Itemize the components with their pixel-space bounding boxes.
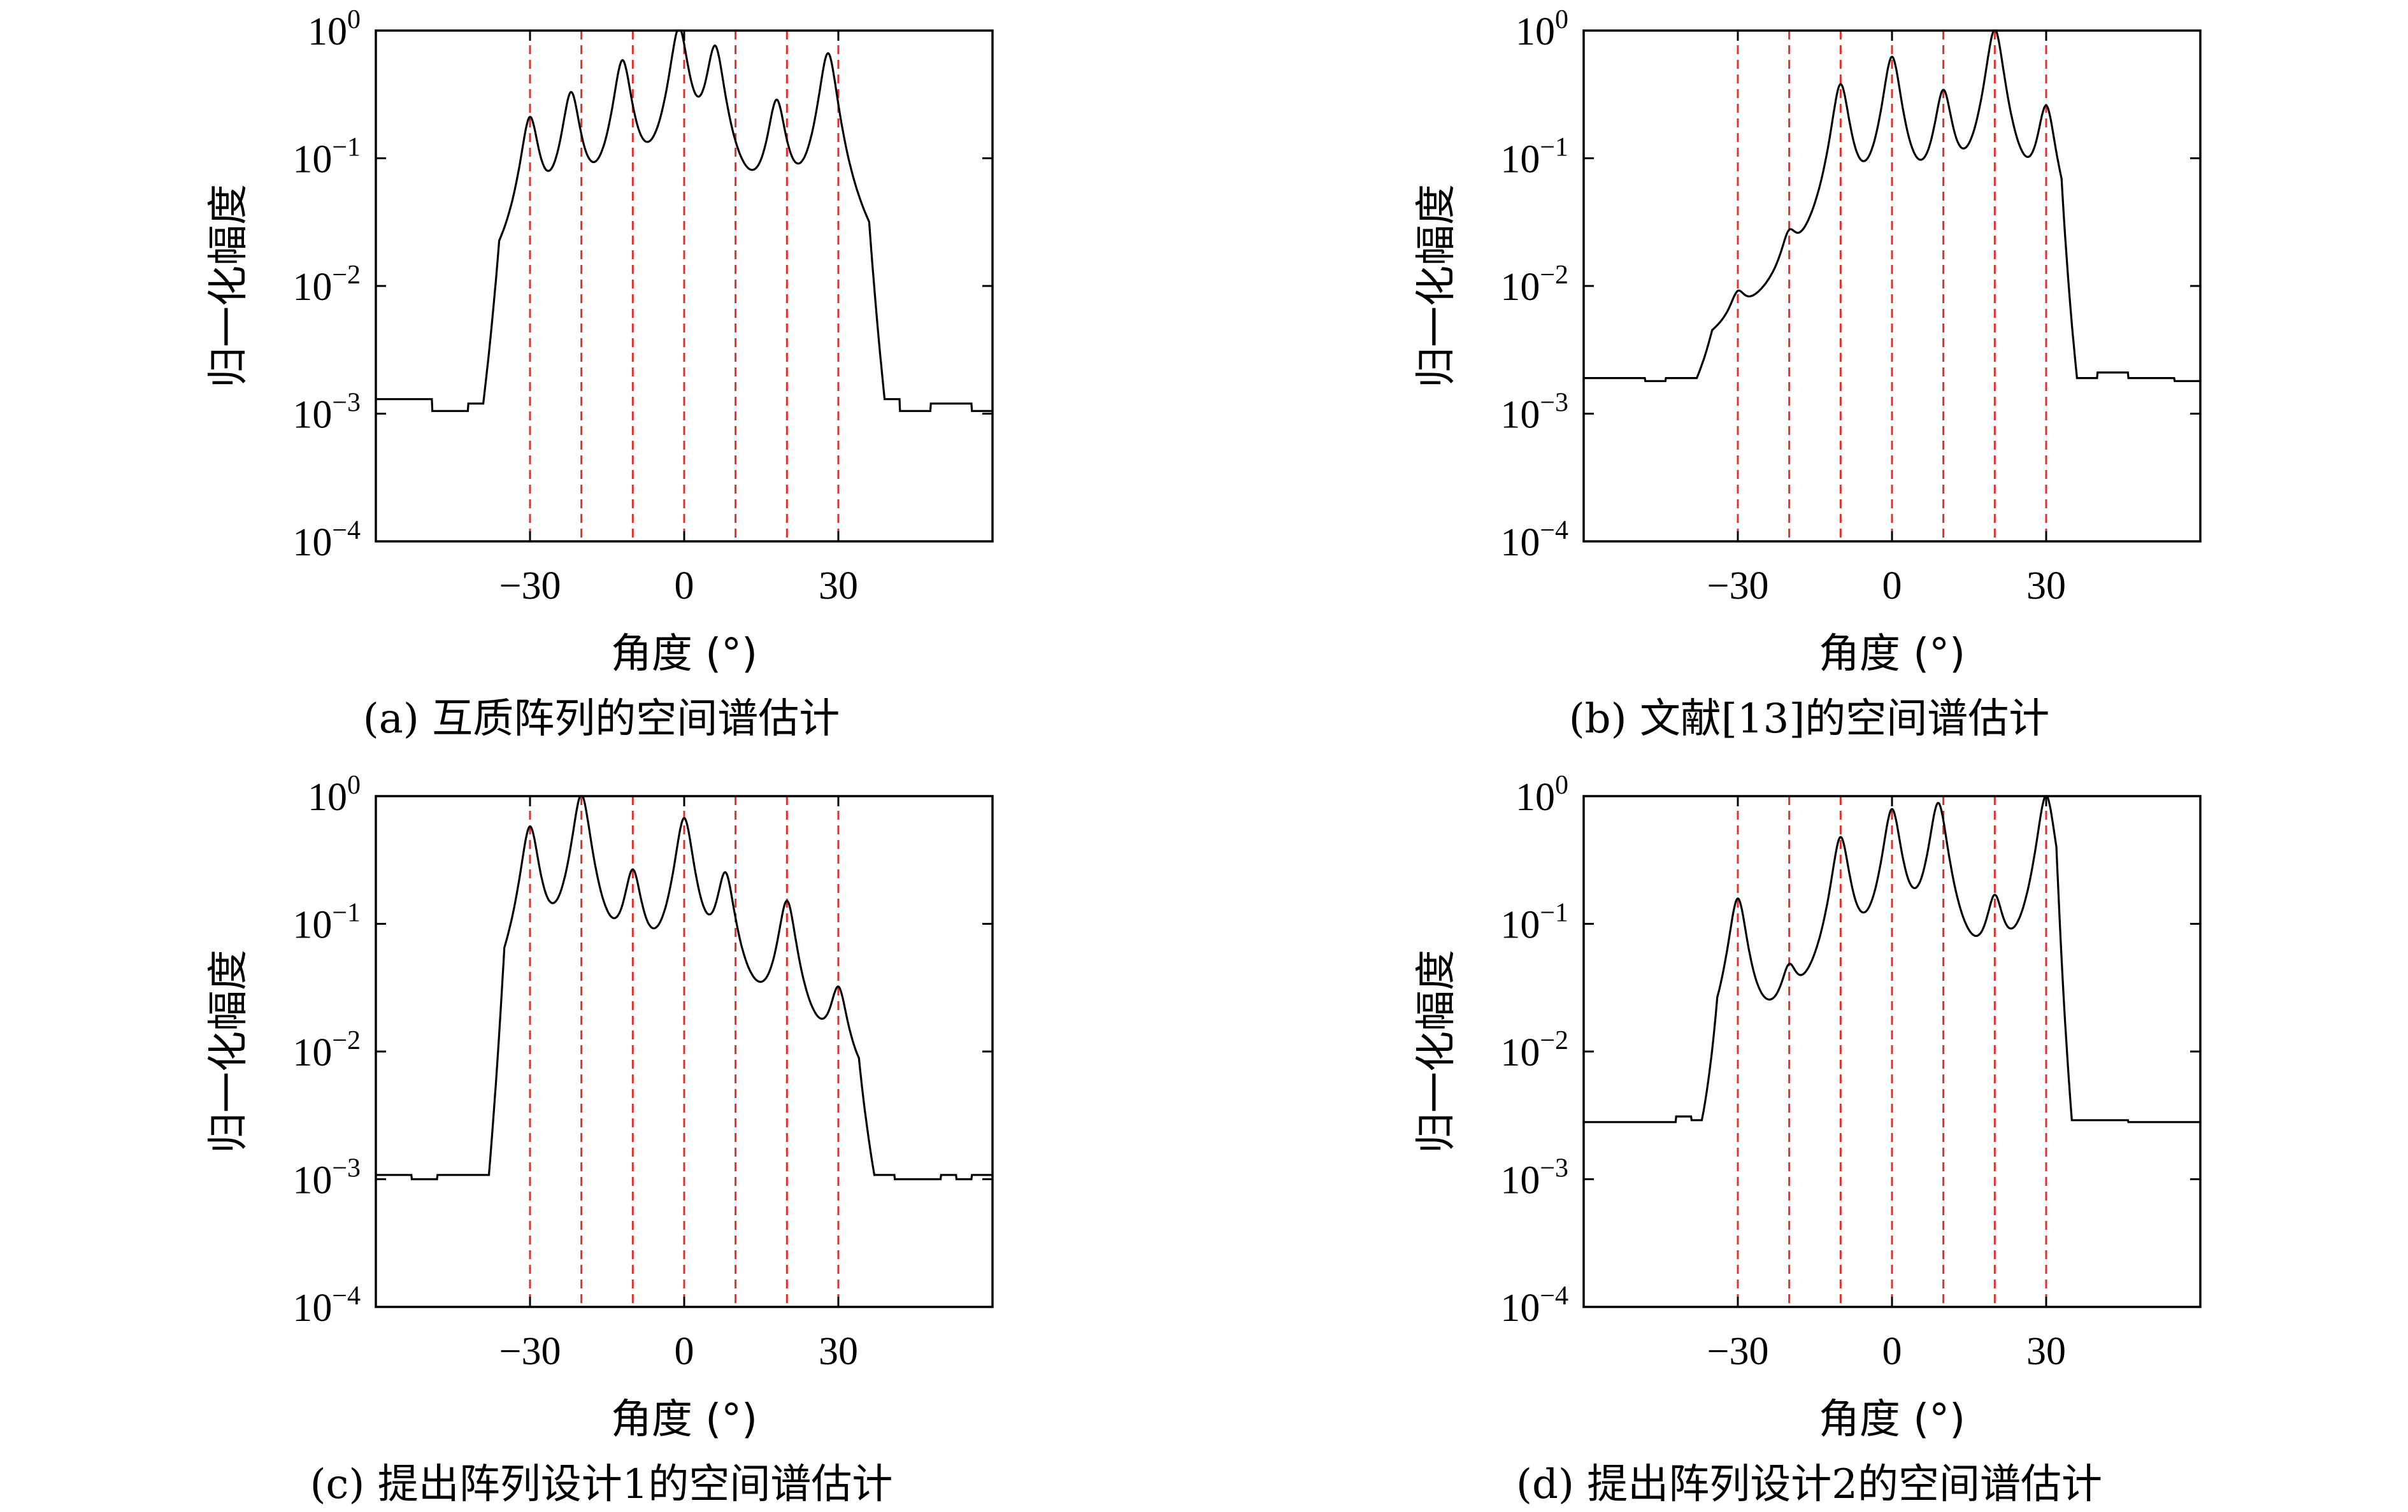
y-axis-label: 归一化幅度	[205, 950, 252, 1153]
spectrum-line	[1584, 795, 2200, 1123]
subfigure-caption: (a) 互质阵列的空间谱估计	[363, 695, 840, 743]
y-tick-label: 100	[308, 771, 361, 819]
y-tick-label: 10−4	[1500, 1281, 1568, 1330]
x-tick-label: 30	[2026, 1330, 2066, 1373]
chart-panel-1: 100 10−1 10−2 10−3 10−4 −30 0 30 角度 (°) 归一化幅度 (a) …	[205, 5, 994, 743]
y-tick-label: 10−1	[1500, 133, 1568, 182]
y-tick-label: 100	[1516, 5, 1568, 53]
y-tick-label: 100	[308, 5, 361, 53]
x-tick-label: 30	[819, 564, 858, 608]
x-tick-label: −30	[499, 564, 561, 608]
y-axis-label: 归一化幅度	[1413, 184, 1460, 388]
chart-panel-3: 100 10−1 10−2 10−3 10−4 −30 0 30 角度 (°) 归一化幅度 (c) …	[205, 771, 994, 1508]
x-tick-label: −30	[499, 1330, 561, 1373]
y-tick-label: 10−2	[292, 260, 361, 309]
y-axis-label: 归一化幅度	[1413, 950, 1460, 1153]
y-tick-label: 10−3	[1500, 389, 1568, 437]
y-tick-label: 10−4	[292, 516, 361, 564]
spectrum-line	[376, 29, 993, 412]
chart-panel-4: 100 10−1 10−2 10−3 10−4 −30 0 30 角度 (°) 归一化幅度 (d) …	[1413, 771, 2202, 1508]
subfigure-caption: (c) 提出阵列设计1的空间谱估计	[310, 1461, 893, 1508]
x-tick-label: 0	[1882, 1330, 1902, 1373]
y-tick-label: 10−2	[1500, 1026, 1568, 1074]
y-tick-label: 10−3	[292, 1154, 361, 1202]
x-tick-label: 30	[819, 1330, 858, 1373]
y-tick-label: 10−1	[1500, 899, 1568, 947]
y-tick-label: 10−1	[292, 899, 361, 947]
y-tick-label: 10−1	[292, 133, 361, 182]
y-tick-label: 10−2	[292, 1026, 361, 1074]
x-axis-label: 角度 (°)	[1819, 631, 1965, 678]
y-tick-label: 100	[1516, 771, 1568, 819]
x-tick-label: 0	[675, 564, 694, 608]
subfigure-caption: (b) 文献[13]的空间谱估计	[1569, 695, 2050, 743]
y-tick-label: 10−3	[292, 389, 361, 437]
spectrum-line	[1584, 29, 2200, 382]
x-tick-label: −30	[1707, 564, 1769, 608]
x-axis-label: 角度 (°)	[611, 1396, 757, 1443]
y-tick-label: 10−2	[1500, 260, 1568, 309]
chart-panel-2: 100 10−1 10−2 10−3 10−4 −30 0 30 角度 (°) 归一化幅度 (b) …	[1413, 5, 2202, 743]
y-axis-label: 归一化幅度	[205, 184, 252, 388]
spectrum-line	[376, 795, 993, 1181]
x-tick-label: −30	[1707, 1330, 1769, 1373]
y-tick-label: 10−3	[1500, 1154, 1568, 1202]
y-tick-label: 10−4	[1500, 516, 1568, 564]
x-axis-label: 角度 (°)	[611, 631, 757, 678]
x-axis-label: 角度 (°)	[1819, 1396, 1965, 1443]
x-tick-label: 30	[2026, 564, 2066, 608]
x-tick-label: 0	[1882, 564, 1902, 608]
subfigure-caption: (d) 提出阵列设计2的空间谱估计	[1516, 1461, 2102, 1508]
y-tick-label: 10−4	[292, 1281, 361, 1330]
x-tick-label: 0	[675, 1330, 694, 1373]
